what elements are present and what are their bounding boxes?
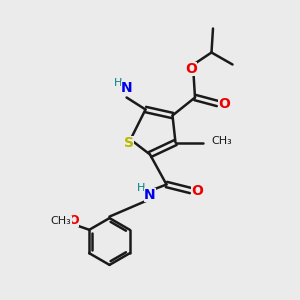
Text: O: O bbox=[185, 62, 197, 76]
Text: S: S bbox=[124, 136, 134, 150]
Text: H: H bbox=[136, 183, 145, 194]
Text: O: O bbox=[191, 184, 203, 198]
Text: CH₃: CH₃ bbox=[212, 136, 232, 146]
Text: O: O bbox=[218, 97, 230, 111]
Text: O: O bbox=[68, 214, 79, 227]
Text: N: N bbox=[121, 82, 132, 95]
Text: H: H bbox=[113, 78, 122, 88]
Text: N: N bbox=[144, 188, 156, 202]
Text: CH₃: CH₃ bbox=[51, 216, 71, 226]
